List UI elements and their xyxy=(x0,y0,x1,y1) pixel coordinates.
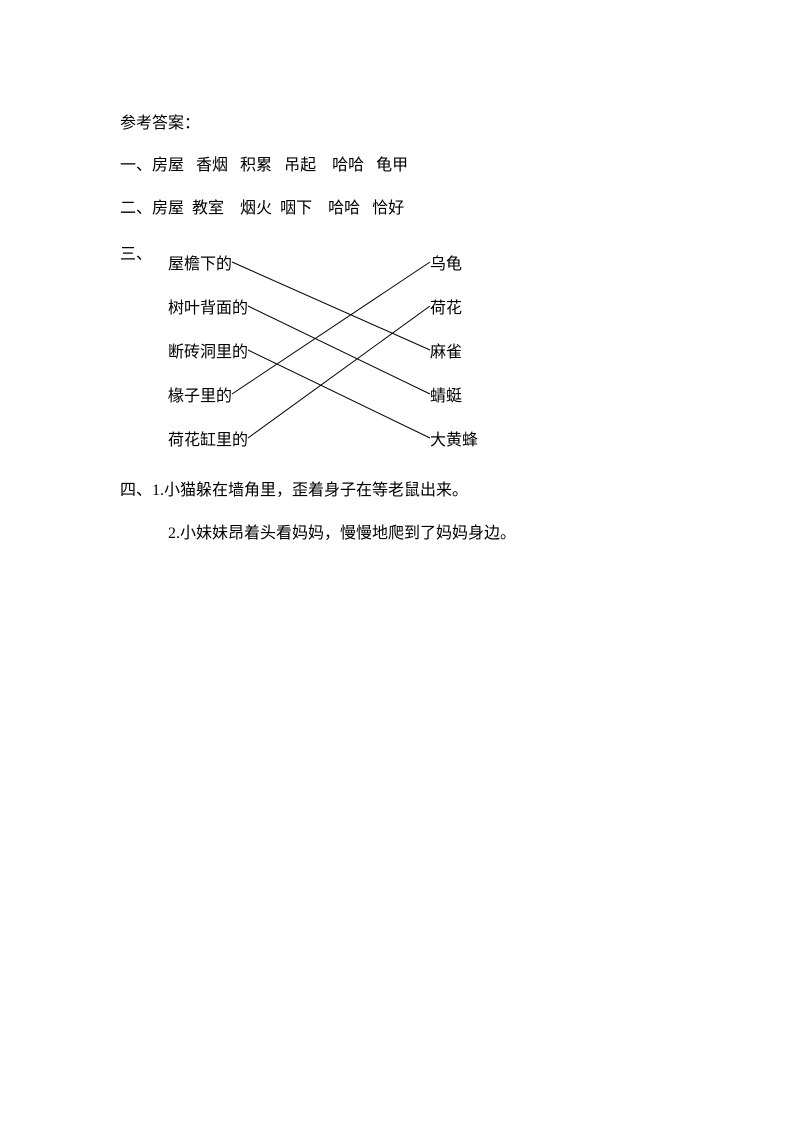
match-left-2: 断砖洞里的 xyxy=(168,328,248,372)
section-2-item-5: 恰好 xyxy=(372,200,404,217)
section-3: 三、 屋檐下的 树叶背面的 断砖洞里的 椽子里的 荷花缸里的 乌龟 荷花 麻雀 … xyxy=(120,240,674,460)
section-4-line-2: 2.小妹妹昂着头看妈妈，慢慢地爬到了妈妈身边。 xyxy=(120,523,674,545)
match-left-1: 树叶背面的 xyxy=(168,284,248,328)
match-right-3: 蜻蜓 xyxy=(430,372,478,416)
answer-title: 参考答案： xyxy=(120,113,674,135)
section-1-item-4: 哈哈 xyxy=(332,157,364,174)
match-right-1: 荷花 xyxy=(430,284,478,328)
section-1-item-0: 房屋 xyxy=(152,157,184,174)
matching-left-column: 屋檐下的 树叶背面的 断砖洞里的 椽子里的 荷花缸里的 xyxy=(168,240,248,460)
section-2-item-0: 房屋 xyxy=(152,200,184,217)
match-left-3: 椽子里的 xyxy=(168,372,248,416)
section-1-item-3: 吊起 xyxy=(284,157,316,174)
section-1-label: 一、 xyxy=(120,157,152,174)
section-2-item-4: 哈哈 xyxy=(328,200,360,217)
match-left-0: 屋檐下的 xyxy=(168,240,248,284)
matching-right-column: 乌龟 荷花 麻雀 蜻蜓 大黄蜂 xyxy=(430,240,478,460)
section-4-label: 四、 xyxy=(120,482,152,499)
match-right-4: 大黄蜂 xyxy=(430,416,478,460)
section-2-item-3: 咽下 xyxy=(280,200,312,217)
section-2-item-2: 烟火 xyxy=(240,200,272,217)
section-2-item-1: 教室 xyxy=(192,200,224,217)
match-left-4: 荷花缸里的 xyxy=(168,416,248,460)
match-right-0: 乌龟 xyxy=(430,240,478,284)
section-4-line-1: 四、1.小猫躲在墙角里，歪着身子在等老鼠出来。 xyxy=(120,480,674,502)
match-right-2: 麻雀 xyxy=(430,328,478,372)
section-2-label: 二、 xyxy=(120,200,152,217)
section-4-item-1: 2.小妹妹昂着头看妈妈，慢慢地爬到了妈妈身边。 xyxy=(168,525,516,542)
section-1-item-5: 龟甲 xyxy=(376,157,408,174)
section-2: 二、房屋 教室 烟火 咽下 哈哈 恰好 xyxy=(120,198,674,220)
section-3-label: 三、 xyxy=(120,240,152,264)
section-1-item-1: 香烟 xyxy=(196,157,228,174)
section-1: 一、房屋 香烟 积累 吊起 哈哈 龟甲 xyxy=(120,155,674,177)
section-4-item-0: 1.小猫躲在墙角里，歪着身子在等老鼠出来。 xyxy=(152,482,468,499)
section-1-item-2: 积累 xyxy=(240,157,272,174)
